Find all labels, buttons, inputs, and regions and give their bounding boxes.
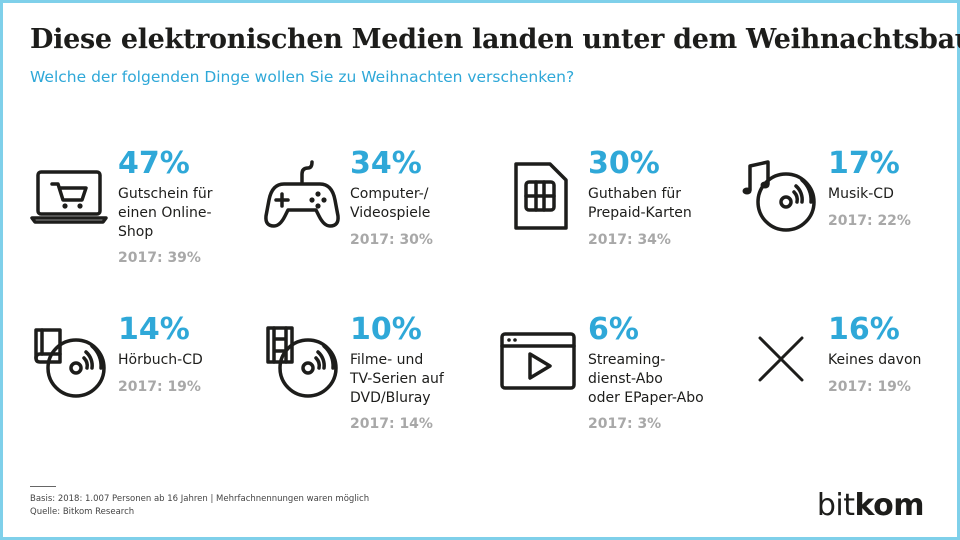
stat-value: 34% xyxy=(350,146,422,181)
stat-label: Filme- und TV-Serien auf DVD/Bluray xyxy=(350,352,444,406)
stat-label: Computer-/ Videospiele xyxy=(350,186,431,221)
stat-previous-year: 2017: 34% xyxy=(588,232,671,248)
stat-value: 47% xyxy=(118,146,190,181)
stat-previous-year: 2017: 3% xyxy=(588,416,662,432)
stat-tile-music-cd: 17% Musik-CD 2017: 22% xyxy=(740,146,960,290)
cross-icon xyxy=(740,322,820,402)
stat-tile-film-dvd: 10% Filme- und TV-Serien auf DVD/Bluray … xyxy=(262,312,492,456)
stat-value: 30% xyxy=(588,146,660,181)
stat-tile-prepaid-credit: 30% Guthaben für Prepaid-Karten 2017: 34… xyxy=(500,146,730,290)
stat-previous-year: 2017: 39% xyxy=(118,250,201,266)
stat-label: Guthaben für Prepaid-Karten xyxy=(588,186,692,221)
stat-label: Streaming- dienst-Abo oder EPaper-Abo xyxy=(588,352,704,406)
stat-value: 17% xyxy=(828,146,900,181)
gamepad-icon xyxy=(262,156,342,236)
stat-previous-year: 2017: 19% xyxy=(118,379,201,395)
logo-text-right: kom xyxy=(854,488,924,523)
stat-tile-online-shop-voucher: 47% Gutschein für einen Online- Shop 201… xyxy=(30,146,260,290)
streaming-player-icon xyxy=(500,322,580,402)
stat-value: 14% xyxy=(118,312,190,347)
sim-card-icon xyxy=(500,156,580,236)
stat-tile-audiobook-cd: 14% Hörbuch-CD 2017: 19% xyxy=(30,312,260,456)
film-dvd-icon xyxy=(262,322,342,402)
footer-source: Quelle: Bitkom Research xyxy=(30,507,135,517)
stat-previous-year: 2017: 22% xyxy=(828,213,911,229)
stat-tile-streaming-subscription: 6% Streaming- dienst-Abo oder EPaper-Abo… xyxy=(500,312,730,456)
footer-divider xyxy=(30,486,56,487)
stat-value: 6% xyxy=(588,312,639,347)
stat-label: Keines davon xyxy=(828,352,922,368)
laptop-cart-icon xyxy=(30,156,110,236)
stat-label: Musik-CD xyxy=(828,186,894,202)
stat-tile-video-games: 34% Computer-/ Videospiele 2017: 30% xyxy=(262,146,492,290)
page-title: Diese elektronischen Medien landen unter… xyxy=(30,24,960,55)
stat-previous-year: 2017: 19% xyxy=(828,379,911,395)
footer-basis: Basis: 2018: 1.007 Personen ab 16 Jahren… xyxy=(30,494,370,504)
audiobook-cd-icon xyxy=(30,322,110,402)
stat-label: Hörbuch-CD xyxy=(118,352,203,368)
music-cd-icon xyxy=(740,156,820,236)
stat-value: 10% xyxy=(350,312,422,347)
stat-label: Gutschein für einen Online- Shop xyxy=(118,186,213,240)
stat-tile-none: 16% Keines davon 2017: 19% xyxy=(740,312,960,456)
bitkom-logo: bitkom xyxy=(816,488,925,523)
stat-previous-year: 2017: 30% xyxy=(350,232,433,248)
stat-value: 16% xyxy=(828,312,900,347)
page-subtitle: Welche der folgenden Dinge wollen Sie zu… xyxy=(30,68,575,86)
logo-text-left: bit xyxy=(816,488,855,523)
stat-previous-year: 2017: 14% xyxy=(350,416,433,432)
